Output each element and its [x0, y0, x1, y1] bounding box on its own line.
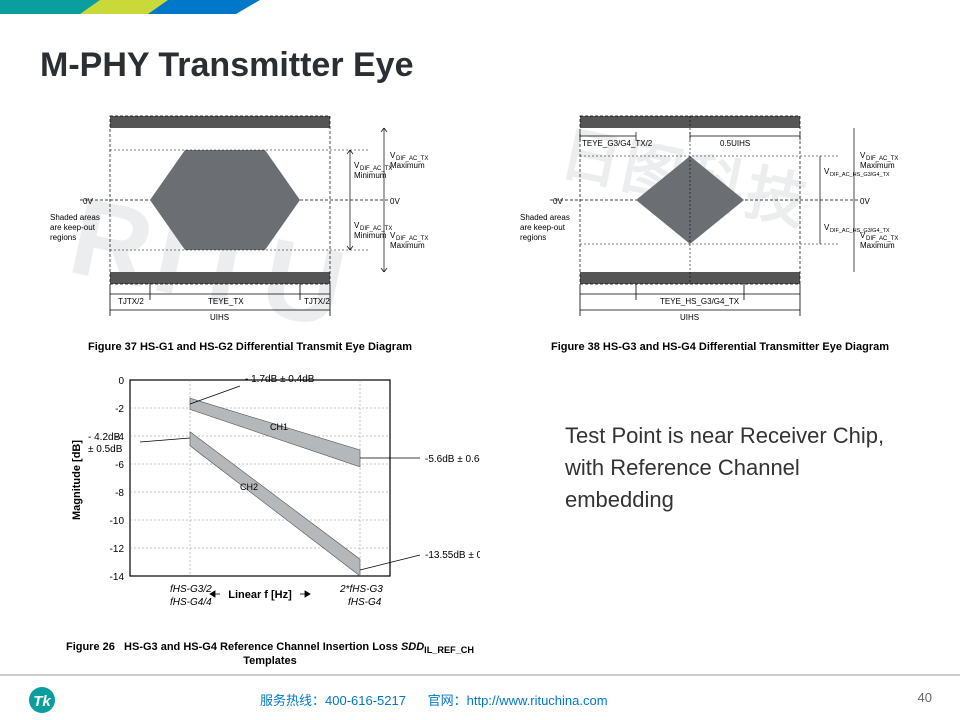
svg-text:0V: 0V — [553, 197, 563, 206]
svg-text:TEYE_HS_G3/G4_TX: TEYE_HS_G3/G4_TX — [660, 297, 740, 306]
svg-text:Magnitude [dB]: Magnitude [dB] — [71, 440, 83, 520]
svg-text:TEYE_TX: TEYE_TX — [208, 297, 244, 306]
svg-text:Linear f [Hz]: Linear f [Hz] — [228, 589, 292, 601]
svg-text:regions: regions — [520, 233, 546, 242]
svg-text:Maximum: Maximum — [390, 161, 425, 170]
figure-37-caption: Figure 37 HS-G1 and HS-G2 Differential T… — [50, 341, 450, 353]
svg-text:Minimum: Minimum — [354, 171, 387, 180]
svg-text:Minimum: Minimum — [354, 231, 387, 240]
eye-diagram-g1-g2: 0V 0V Shaded areas are keep-out regions … — [50, 110, 450, 330]
svg-text:DIF_AC_HS_G3/G4_TX: DIF_AC_HS_G3/G4_TX — [830, 172, 890, 178]
svg-text:UIHS: UIHS — [210, 313, 229, 322]
svg-text:TJTX/2: TJTX/2 — [304, 297, 330, 306]
footer-logo-icon: Tk — [28, 686, 56, 714]
svg-text:0.5UIHS: 0.5UIHS — [720, 139, 750, 148]
page-title: M-PHY Transmitter Eye — [40, 46, 414, 85]
svg-text:CH1: CH1 — [270, 422, 288, 432]
figure-37: 0V 0V Shaded areas are keep-out regions … — [50, 110, 450, 353]
svg-text:CH2: CH2 — [240, 482, 258, 492]
svg-text:± 0.5dB: ± 0.5dB — [88, 444, 123, 455]
svg-text:fHS-G4: fHS-G4 — [348, 597, 382, 608]
hotline-number: 400-616-5217 — [325, 693, 406, 708]
svg-text:- 4.2dB: - 4.2dB — [88, 432, 121, 443]
hotline-label: 服务热线： — [260, 693, 325, 708]
svg-text:TJTX/2: TJTX/2 — [118, 297, 144, 306]
eye-diagram-g3-g4: 0V 0V Shaded areas are keep-out regions … — [520, 110, 920, 330]
svg-text:-14: -14 — [110, 572, 125, 583]
site-link[interactable]: http://www.rituchina.com — [467, 693, 608, 708]
svg-text:-5.6dB ± 0.6dB: -5.6dB ± 0.6dB — [425, 454, 480, 465]
svg-text:are keep-out: are keep-out — [520, 223, 566, 232]
figure-26-caption: Figure 26 HS-G3 and HS-G4 Reference Chan… — [60, 641, 480, 667]
svg-text:-10: -10 — [110, 516, 125, 527]
svg-text:UIHS: UIHS — [680, 313, 699, 322]
svg-text:-8: -8 — [115, 488, 124, 499]
svg-text:0V: 0V — [83, 197, 93, 206]
top-accent — [0, 0, 300, 30]
svg-text:fHS-G3/2: fHS-G3/2 — [170, 584, 212, 595]
svg-text:- 1.7dB ± 0.4dB: - 1.7dB ± 0.4dB — [245, 374, 315, 385]
svg-text:-12: -12 — [110, 544, 125, 555]
svg-text:are keep-out: are keep-out — [50, 223, 96, 232]
insertion-loss-chart: CH1 CH2 0 -2 -4 -6 -8 -10 -12 -14 Magnit… — [60, 370, 480, 630]
footer-contact: 服务热线：400-616-5217 官网：http://www.rituchin… — [260, 690, 608, 709]
svg-text:-2: -2 — [115, 404, 124, 415]
svg-text:2*fHS-G3: 2*fHS-G3 — [339, 584, 383, 595]
svg-text:Tk: Tk — [33, 693, 51, 710]
svg-text:fHS-G4/4: fHS-G4/4 — [170, 597, 212, 608]
svg-text:-6: -6 — [115, 460, 124, 471]
figure-38: 0V 0V Shaded areas are keep-out regions … — [520, 110, 920, 353]
svg-text:Shaded areas: Shaded areas — [50, 213, 100, 222]
svg-text:TEYE_G3/G4_TX/2: TEYE_G3/G4_TX/2 — [582, 139, 653, 148]
svg-text:Shaded areas: Shaded areas — [520, 213, 570, 222]
figure-26: CH1 CH2 0 -2 -4 -6 -8 -10 -12 -14 Magnit… — [60, 370, 480, 667]
svg-text:Maximum: Maximum — [860, 241, 895, 250]
svg-text:Maximum: Maximum — [860, 161, 895, 170]
site-label: 官网： — [428, 693, 467, 708]
svg-text:0V: 0V — [390, 197, 400, 206]
figure-38-caption: Figure 38 HS-G3 and HS-G4 Differential T… — [520, 341, 920, 353]
svg-text:0V: 0V — [860, 197, 870, 206]
note-text: Test Point is near Receiver Chip, with R… — [565, 420, 905, 516]
svg-text:0: 0 — [118, 376, 124, 387]
svg-text:-13.55dB ± 0.75dB: -13.55dB ± 0.75dB — [425, 550, 480, 561]
svg-text:Maximum: Maximum — [390, 241, 425, 250]
svg-text:regions: regions — [50, 233, 76, 242]
footer: Tk 服务热线：400-616-5217 官网：http://www.rituc… — [0, 674, 960, 720]
page-number: 40 — [918, 690, 932, 705]
